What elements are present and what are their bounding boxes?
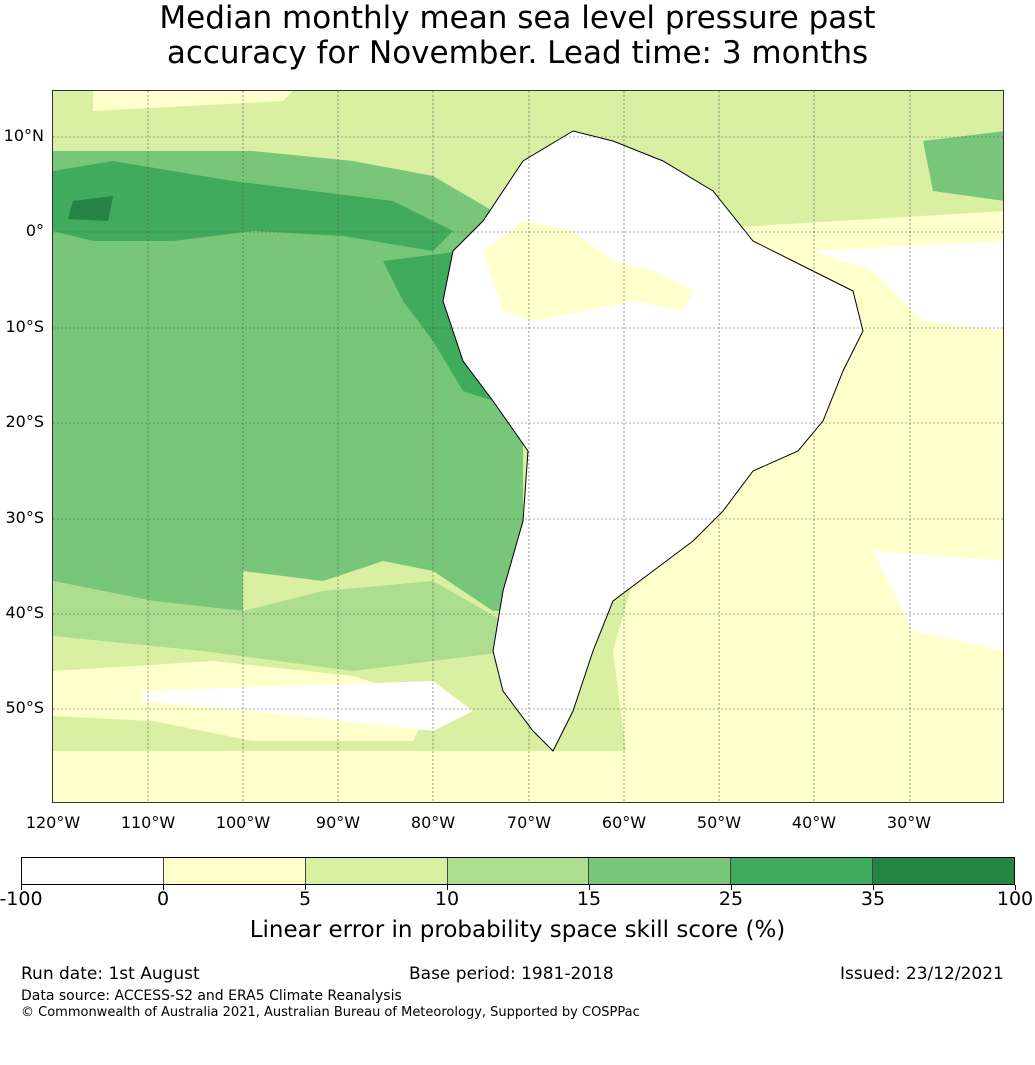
lat-label: 50°S [5,698,44,717]
colorbar-tick-mark [1015,885,1016,890]
colorbar-segment [22,858,164,884]
skill-region-south-negative [143,681,473,731]
lon-label: 80°W [410,813,456,832]
lat-label: 10°N [3,126,44,145]
graticule [53,91,1003,802]
map-title-line-2: accuracy for November. Lead time: 3 mont… [166,35,869,71]
map-title-line-1: Median monthly mean sea level pressure p… [159,0,876,36]
skill-region-north [53,91,1003,151]
skill-region-atlantic-moderate [923,131,1003,201]
lon-label: 120°W [25,813,81,832]
map-canvas [53,91,1003,802]
colorbar-tick-mark [305,885,306,890]
colorbar-tick: -100 [0,888,43,910]
colorbar-tick-mark [21,885,22,890]
skill-region-atlantic-negative-1 [813,241,1003,331]
lon-label: 40°W [791,813,837,832]
copyright: © Commonwealth of Australia 2021, Austra… [21,1005,640,1020]
colorbar-tick: 5 [298,888,312,910]
lon-label: 90°W [315,813,361,832]
colorbar-label: Linear error in probability space skill … [249,917,786,943]
issued-date: Issued: 23/12/2021 [840,964,1004,984]
colorbar-segment [731,858,874,884]
colorbar-tick: 25 [718,888,744,910]
lat-label: 40°S [5,603,44,622]
lat-label: 0° [25,221,44,240]
skill-score-map [52,90,1004,803]
colorbar-segment [305,858,448,884]
colorbar-tick-mark [447,885,448,890]
lon-label: 50°W [696,813,742,832]
lon-label: 70°W [506,813,552,832]
lon-label: 60°W [601,813,647,832]
lon-label: 100°W [215,813,271,832]
skill-region-atlantic-low-2 [853,391,1003,431]
colorbar-tick: 35 [860,888,886,910]
skill-region-pacific-high-1 [53,161,453,251]
colorbar-tick-mark [731,885,732,890]
lon-label: 110°W [120,813,176,832]
colorbar-tick: 0 [156,888,170,910]
base-period: Base period: 1981-2018 [409,964,614,984]
colorbar-segment [163,858,306,884]
colorbar-tick-mark [163,885,164,890]
colorbar-segment [447,858,590,884]
colorbar-tick: 15 [576,888,602,910]
skill-region-pacific-highest [68,196,113,221]
data-source: Data source: ACCESS-S2 and ERA5 Climate … [21,988,402,1004]
lat-label: 30°S [5,508,44,527]
colorbar-tick-mark [589,885,590,890]
skill-region-south-pacific [53,581,513,671]
colorbar-tick: 10 [434,888,460,910]
colorbar-segment [873,858,1015,884]
lat-label: 10°S [5,317,44,336]
skill-region-amazon-low [483,221,693,321]
colorbar-tick-mark [873,885,874,890]
colorbar-segment [589,858,732,884]
colorbar [21,857,1015,885]
run-date: Run date: 1st August [21,964,200,984]
lon-label: 30°W [886,813,932,832]
lat-label: 20°S [5,412,44,431]
colorbar-tick: 100 [996,888,1034,910]
skill-region-atlantic-negative-2 [873,551,1003,651]
